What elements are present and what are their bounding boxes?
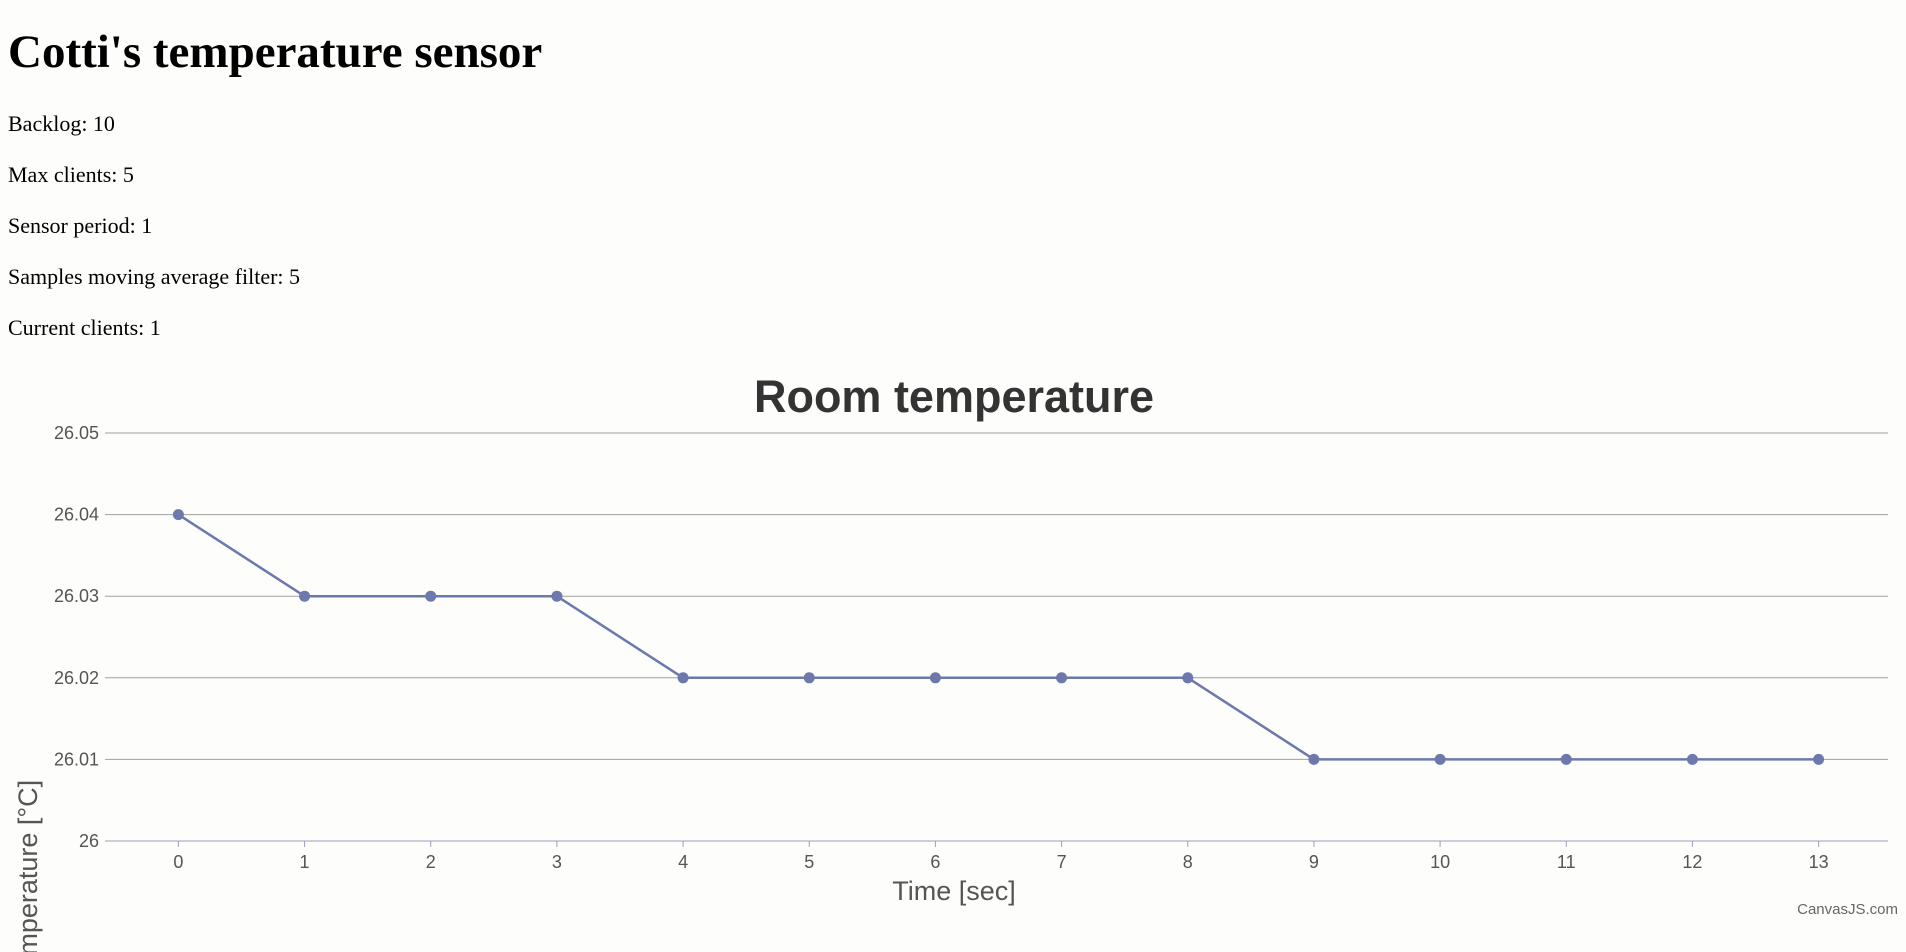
current-clients-stat: Current clients: 1 <box>8 315 161 340</box>
y-axis-title: Temperature [°C] <box>13 780 43 952</box>
x-tick-label: 12 <box>1682 852 1702 872</box>
temperature-chart: Room temperature 26 26.01 26.02 26.03 26.04 2… <box>0 360 1906 952</box>
y-tick-label: 26.02 <box>54 668 99 688</box>
data-point[interactable] <box>172 509 184 521</box>
data-point[interactable] <box>929 672 941 684</box>
y-tick-label: 26.04 <box>54 505 99 525</box>
x-tick-label: 1 <box>300 852 310 872</box>
data-point[interactable] <box>1560 753 1572 765</box>
x-tick-label: 11 <box>1557 852 1576 872</box>
canvasjs-credit-link[interactable]: CanvasJS.com <box>1797 901 1898 918</box>
chart-series <box>172 509 1825 765</box>
max-clients-stat: Max clients: 5 <box>8 162 134 187</box>
data-point[interactable] <box>677 672 689 684</box>
x-tick-label: 13 <box>1809 852 1829 872</box>
x-axis-ticks: 0 1 2 3 4 5 6 7 8 9 10 11 12 13 <box>173 841 1829 872</box>
series-line <box>177 513 1819 761</box>
chart-title: Room temperature <box>754 371 1154 422</box>
data-point[interactable] <box>1308 753 1320 765</box>
chart-canvas: Room temperature 2626.0126.0226.0326.042… <box>13 371 1898 952</box>
y-tick-label: 26.05 <box>54 423 99 443</box>
data-point[interactable] <box>1434 753 1446 765</box>
x-tick-label: 3 <box>552 852 562 872</box>
x-tick-label: 10 <box>1430 852 1450 872</box>
x-tick-label: 8 <box>1183 852 1193 872</box>
y-tick-label: 26.03 <box>54 586 99 606</box>
page-title: Cotti's temperature sensor <box>8 26 543 78</box>
x-tick-label: 6 <box>930 852 940 872</box>
x-tick-label: 2 <box>426 852 436 872</box>
x-tick-label: 9 <box>1309 852 1319 872</box>
x-axis-title: Time [sec] <box>892 876 1016 906</box>
x-tick-label: 5 <box>804 852 814 872</box>
x-tick-label: 7 <box>1057 852 1067 872</box>
chart-gridlines <box>109 432 1888 842</box>
backlog-stat: Backlog: 10 <box>8 111 115 136</box>
y-tick-label: 26.01 <box>54 749 99 769</box>
data-point[interactable] <box>1056 672 1068 684</box>
x-tick-label: 0 <box>173 852 183 872</box>
data-point[interactable] <box>299 590 311 602</box>
x-tick-label: 4 <box>678 852 688 872</box>
data-point[interactable] <box>551 590 563 602</box>
data-point[interactable] <box>1686 753 1698 765</box>
data-point[interactable] <box>1182 672 1194 684</box>
y-tick-label: 26 <box>79 831 99 851</box>
data-point[interactable] <box>803 672 815 684</box>
sensor-period-stat: Sensor period: 1 <box>8 213 153 238</box>
samples-filter-stat: Samples moving average filter: 5 <box>8 264 301 289</box>
data-point[interactable] <box>425 590 437 602</box>
y-axis-ticks: 26 26.01 26.02 26.03 26.04 26.05 <box>54 423 109 851</box>
data-point[interactable] <box>1813 753 1825 765</box>
